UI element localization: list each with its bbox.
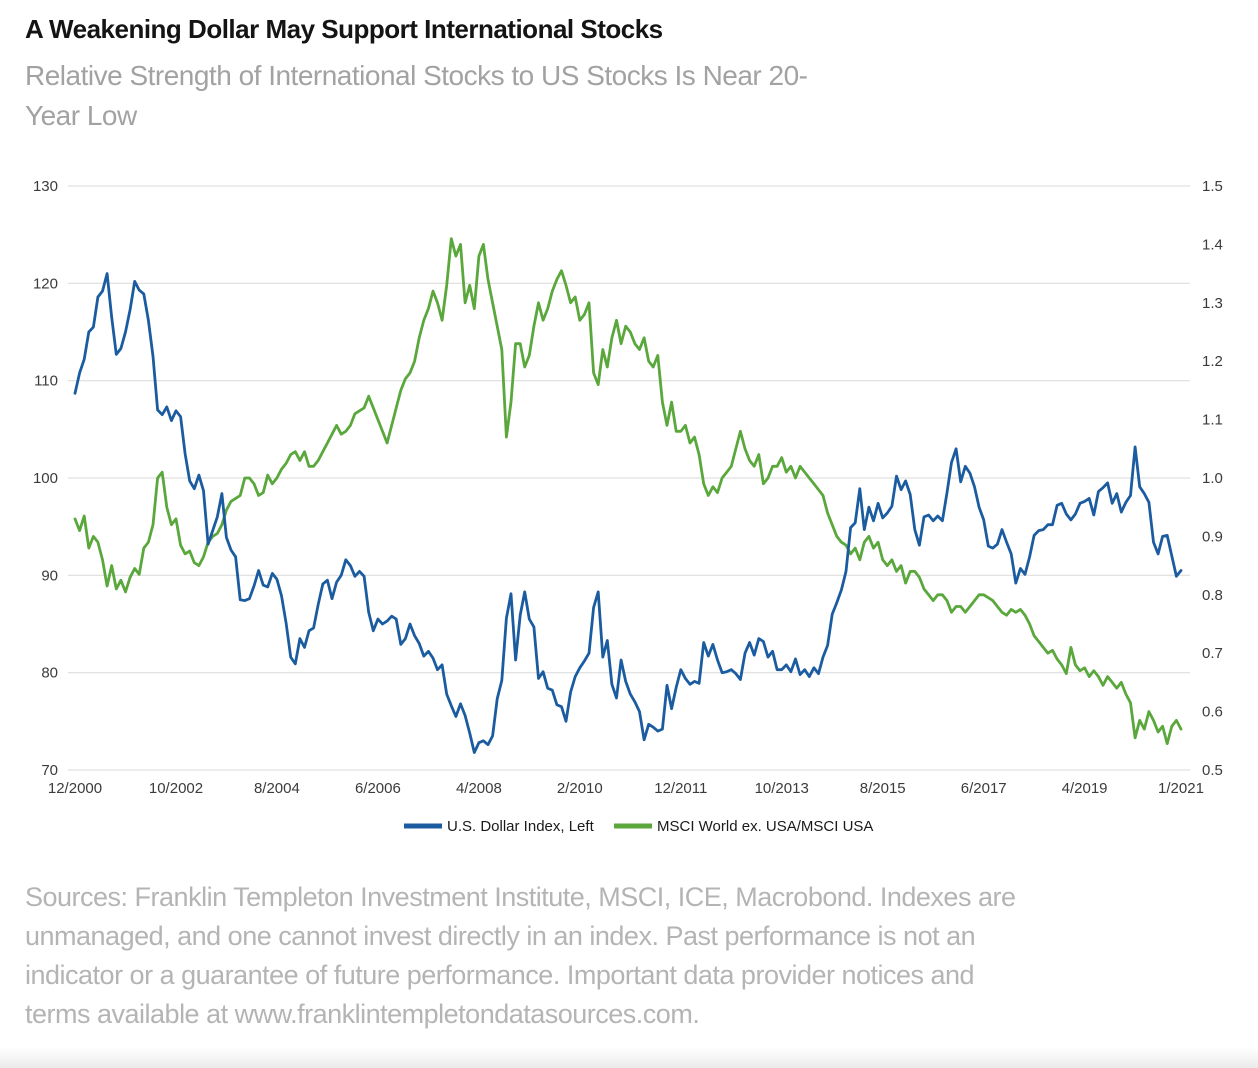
y-axis-label-left: 70 (41, 762, 58, 779)
y-axis-label-left: 90 (41, 567, 58, 584)
sources-line-4: terms available at www.franklintempleton… (25, 999, 700, 1029)
section-divider-strip (0, 1047, 1258, 1068)
sources-note: Sources: Franklin Templeton Investment I… (25, 878, 1016, 1034)
y-axis-label-right: 0.7 (1202, 645, 1223, 662)
gridlines-layer (68, 185, 1190, 771)
y-axis-label-left: 100 (33, 470, 58, 487)
y-axis-label-right: 0.6 (1202, 704, 1223, 721)
y-axis-label-left: 110 (34, 373, 58, 390)
usd-index-line (73, 272, 1183, 754)
page-subtitle: Relative Strength of International Stock… (25, 56, 808, 136)
y-axis-label-left: 120 (33, 275, 58, 292)
subtitle-line-2: Year Low (25, 100, 137, 131)
y-axis-label-right: 1.1 (1202, 412, 1223, 429)
sources-line-2: unmanaged, and one cannot invest directl… (25, 921, 976, 951)
x-axis-label: 4/2019 (1062, 780, 1108, 797)
usd-legend-label: U.S. Dollar Index, Left (447, 818, 595, 835)
x-axis-label: 10/2002 (149, 780, 203, 797)
x-axis-label: 12/2000 (48, 780, 102, 797)
x-axis-label: 4/2008 (456, 780, 502, 797)
x-axis-label: 2/2010 (557, 780, 603, 797)
x-axis-label: 8/2004 (254, 780, 300, 797)
x-axis-label: 12/2011 (654, 780, 707, 797)
y-axis-label-right: 1.3 (1202, 295, 1223, 312)
subtitle-line-1: Relative Strength of International Stock… (25, 60, 808, 91)
x-axis-label: 10/2013 (755, 780, 809, 797)
chart-legend: U.S. Dollar Index, Left MSCI World ex. U… (404, 818, 873, 835)
y-axis-label-right: 0.5 (1202, 762, 1223, 779)
y-axis-label-right: 1.2 (1202, 353, 1223, 370)
x-axis-label: 1/2021 (1158, 780, 1204, 797)
sources-line-1: Sources: Franklin Templeton Investment I… (25, 882, 1016, 912)
axis-labels-layer: 130 120 110 100 90 80 70 1.5 1.4 1.3 1.2 1.1 1.0 0.9 0… (33, 178, 1223, 797)
line-chart: 130 120 110 100 90 80 70 1.5 1.4 1.3 1.2 1.1 1.0 0.9 0… (33, 178, 1223, 835)
y-axis-label-left: 80 (41, 665, 58, 682)
sources-line-3: indicator or a guarantee of future perfo… (25, 960, 975, 990)
x-axis-label: 6/2017 (961, 780, 1007, 797)
y-axis-label-left: 130 (33, 178, 58, 195)
series-layer (73, 237, 1183, 754)
y-axis-label-right: 0.8 (1202, 587, 1223, 604)
y-axis-label-right: 1.5 (1202, 178, 1223, 195)
page-title: A Weakening Dollar May Support Internati… (25, 14, 663, 44)
x-axis-label: 8/2015 (860, 780, 906, 797)
x-axis-label: 6/2006 (355, 780, 401, 797)
y-axis-label-right: 1.0 (1202, 470, 1223, 487)
y-axis-label-right: 0.9 (1202, 528, 1223, 545)
msci-legend-label: MSCI World ex. USA/MSCI USA (657, 818, 873, 835)
msci-ratio-line (73, 237, 1183, 746)
y-axis-label-right: 1.4 (1202, 236, 1223, 253)
